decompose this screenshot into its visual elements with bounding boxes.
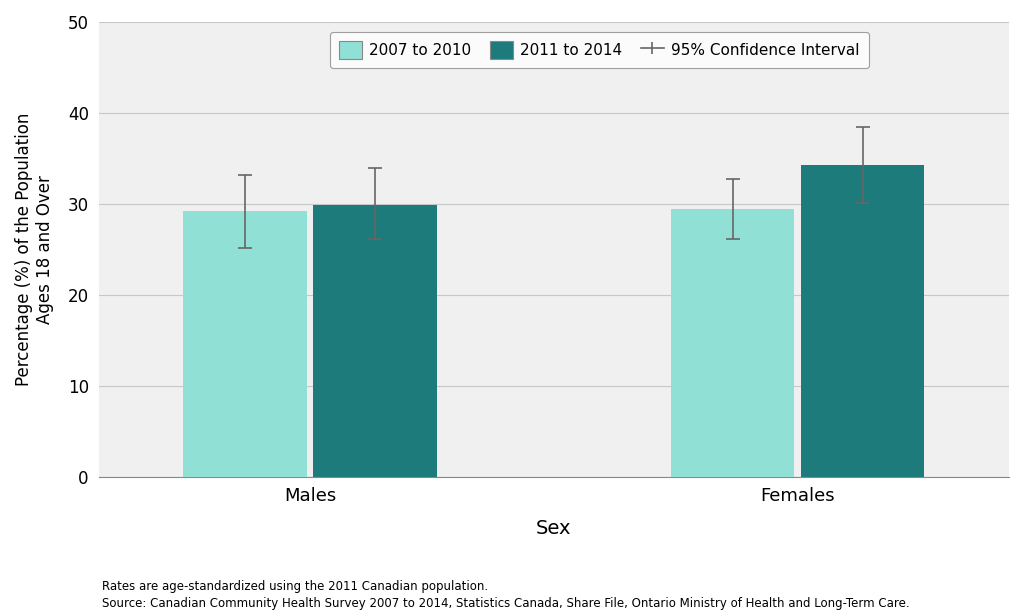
Legend: 2007 to 2010, 2011 to 2014, 95% Confidence Interval: 2007 to 2010, 2011 to 2014, 95% Confiden… <box>330 32 869 68</box>
Bar <box>313 205 436 477</box>
Bar <box>671 209 795 477</box>
Text: Source: Canadian Community Health Survey 2007 to 2014, Statistics Canada, Share : Source: Canadian Community Health Survey… <box>102 597 910 610</box>
Y-axis label: Percentage (%) of the Population
Ages 18 and Over: Percentage (%) of the Population Ages 18… <box>15 113 54 386</box>
Bar <box>183 211 306 477</box>
X-axis label: Sex: Sex <box>536 519 571 538</box>
Text: Rates are age-standardized using the 2011 Canadian population.: Rates are age-standardized using the 201… <box>102 580 488 593</box>
Bar <box>801 165 925 477</box>
